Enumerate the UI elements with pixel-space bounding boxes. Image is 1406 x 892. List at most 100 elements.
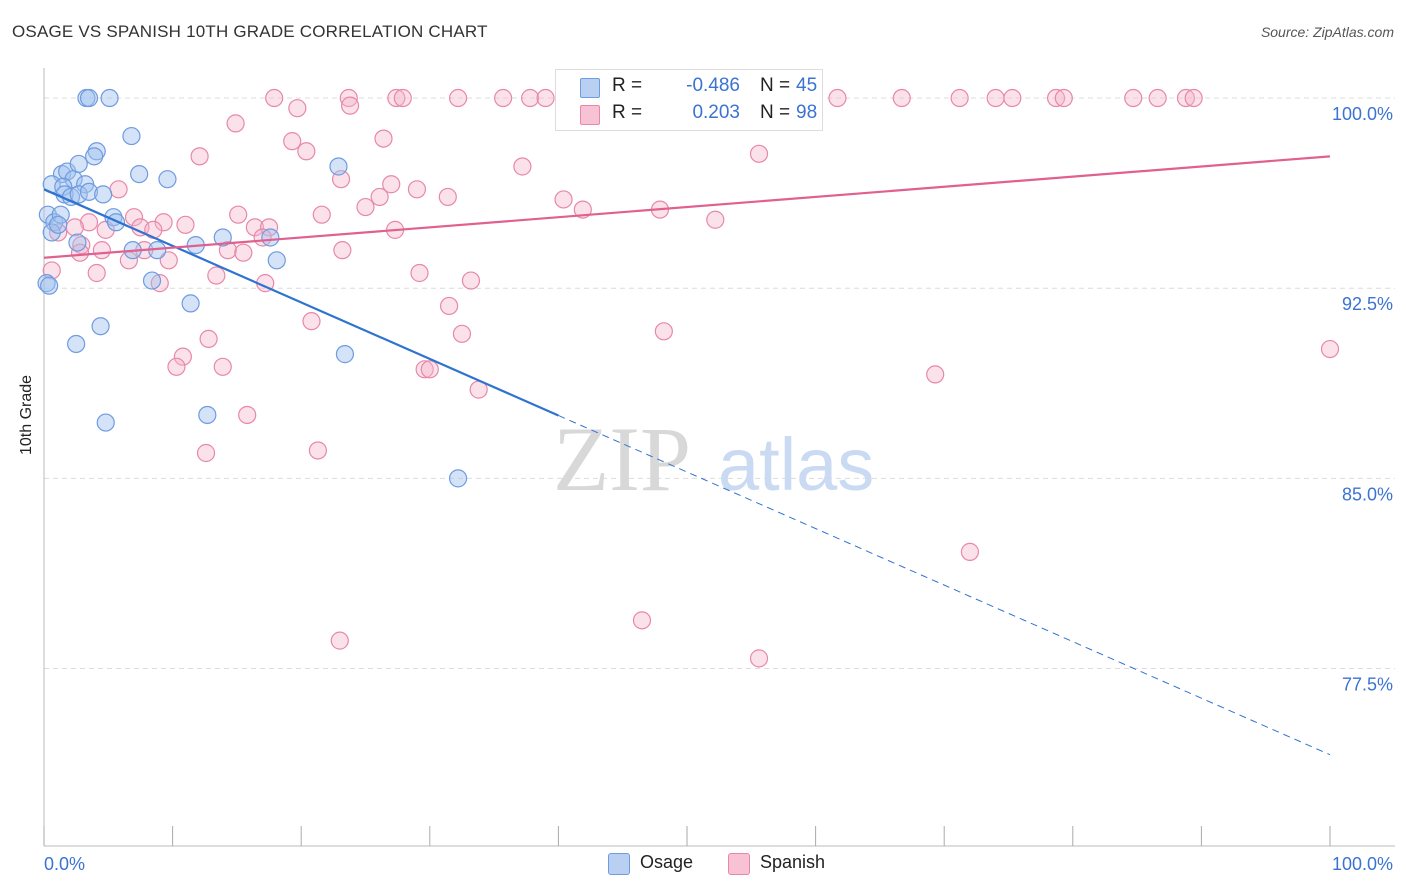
spanish-point (92, 241, 111, 260)
spanish-point (196, 443, 216, 463)
spanish-point (330, 631, 349, 650)
spanish-point (159, 251, 178, 270)
osage-point (87, 142, 106, 161)
spanish-point (374, 129, 393, 148)
osage-point (106, 213, 126, 232)
osage-point (158, 170, 177, 189)
chart-title: OSAGE VS SPANISH 10TH GRADE CORRELATION … (12, 22, 488, 41)
osage-point (42, 223, 61, 242)
osage-point (267, 251, 286, 270)
legend-r-value: 0.203 (692, 102, 740, 123)
x-tick-label: 0.0% (44, 854, 85, 874)
osage-trend-line-extrapolated (558, 415, 1331, 756)
spanish-point (448, 88, 468, 108)
spanish-point (415, 360, 434, 379)
spanish-point (213, 357, 232, 376)
spanish-point (283, 132, 302, 151)
spanish-point (79, 213, 99, 232)
spanish-point (950, 88, 969, 108)
series-label-spanish: Spanish (760, 852, 826, 872)
spanish-point (1054, 88, 1073, 108)
osage-point (448, 469, 468, 488)
trend-lines (43, 155, 1331, 756)
spanish-point (229, 205, 248, 224)
spanish-points (42, 88, 1340, 668)
spanish-point (124, 208, 144, 227)
series-label-osage: Osage (640, 852, 694, 872)
osage-point (79, 182, 99, 201)
tick-labels: 77.5% 85.0% 92.5% 100.0% 0.0% 100.0% (44, 104, 1393, 874)
spanish-point (370, 187, 389, 207)
osage-point (49, 215, 68, 234)
spanish-point (356, 197, 375, 217)
spanish-point (173, 347, 192, 366)
spanish-point (749, 144, 769, 163)
legend-n-value: 45 (796, 75, 818, 96)
osage-point (54, 177, 73, 196)
spanish-point (167, 357, 186, 376)
spanish-point (986, 88, 1005, 108)
y-tick-label: 100.0% (1332, 104, 1393, 124)
osage-points (37, 88, 468, 488)
spanish-point (302, 312, 321, 331)
osage-point (37, 274, 56, 293)
watermark-zip: ZIP (553, 408, 691, 510)
spanish-point (190, 147, 209, 166)
spanish-point (1176, 88, 1196, 108)
osage-point (142, 271, 162, 290)
spanish-point (312, 205, 331, 224)
spanish-point (494, 88, 513, 108)
osage-point (261, 228, 280, 247)
spanish-point (65, 218, 84, 237)
spanish-point (340, 96, 360, 115)
spanish-point (297, 142, 316, 161)
osage-point (79, 88, 99, 108)
spanish-point (749, 649, 769, 668)
spanish-point (926, 365, 945, 384)
spanish-point (706, 210, 725, 229)
spanish-point (892, 88, 911, 108)
spanish-point (308, 441, 328, 460)
legend-n-label: N = (760, 102, 791, 123)
watermark-atlas: atlas (718, 423, 874, 506)
legend-r-value: -0.486 (686, 75, 740, 96)
spanish-point (87, 263, 106, 283)
legend-swatch-osage (580, 78, 600, 98)
spanish-point (521, 88, 540, 108)
spanish-point (176, 215, 195, 234)
spanish-point (554, 190, 573, 209)
legend-swatch-spanish (580, 105, 600, 125)
osage-trend-line (43, 188, 559, 417)
osage-point (198, 405, 217, 425)
series-swatch-spanish (728, 853, 750, 875)
spanish-point (339, 88, 358, 108)
spanish-point (238, 405, 257, 425)
source-label: Source: ZipAtlas.com (1260, 24, 1394, 40)
legend-r-label: R = (612, 75, 643, 96)
axes (43, 68, 1395, 847)
osage-point (181, 294, 200, 313)
spanish-point (828, 88, 847, 108)
spanish-point (333, 241, 352, 260)
spanish-point (1003, 88, 1022, 108)
spanish-point (49, 223, 68, 242)
spanish-point (452, 324, 472, 343)
spanish-point (439, 296, 459, 316)
legend-n-label: N = (760, 75, 791, 96)
osage-point (130, 164, 149, 184)
spanish-point (410, 263, 429, 283)
spanish-point (154, 213, 173, 232)
watermark: ZIP atlas (553, 408, 874, 510)
osage-point (213, 228, 232, 247)
osage-point (94, 185, 113, 204)
osage-point (91, 317, 110, 336)
osage-point (40, 276, 59, 295)
spanish-trend-line (43, 155, 1331, 259)
spanish-point (265, 88, 284, 108)
spanish-point (461, 271, 481, 290)
osage-point (68, 233, 87, 252)
spanish-point (420, 360, 439, 379)
spanish-point (1148, 88, 1167, 108)
correlation-legend: R = -0.486 N = 45 R = 0.203 N = 98 (555, 69, 823, 131)
y-axis-label: 10th Grade (18, 374, 35, 455)
